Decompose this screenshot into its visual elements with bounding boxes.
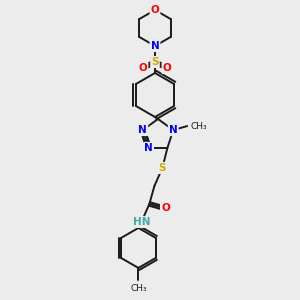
Text: N: N <box>151 41 159 51</box>
Text: N: N <box>144 143 153 153</box>
Text: CH₃: CH₃ <box>130 284 147 293</box>
Text: O: O <box>151 5 159 15</box>
Text: O: O <box>139 63 147 73</box>
Text: CH₃: CH₃ <box>190 122 207 130</box>
Text: S: S <box>159 163 166 173</box>
Text: N: N <box>169 125 178 135</box>
Text: O: O <box>163 63 171 73</box>
Text: S: S <box>151 57 159 67</box>
Text: HN: HN <box>133 217 150 227</box>
Text: O: O <box>161 203 170 213</box>
Text: N: N <box>138 125 147 135</box>
